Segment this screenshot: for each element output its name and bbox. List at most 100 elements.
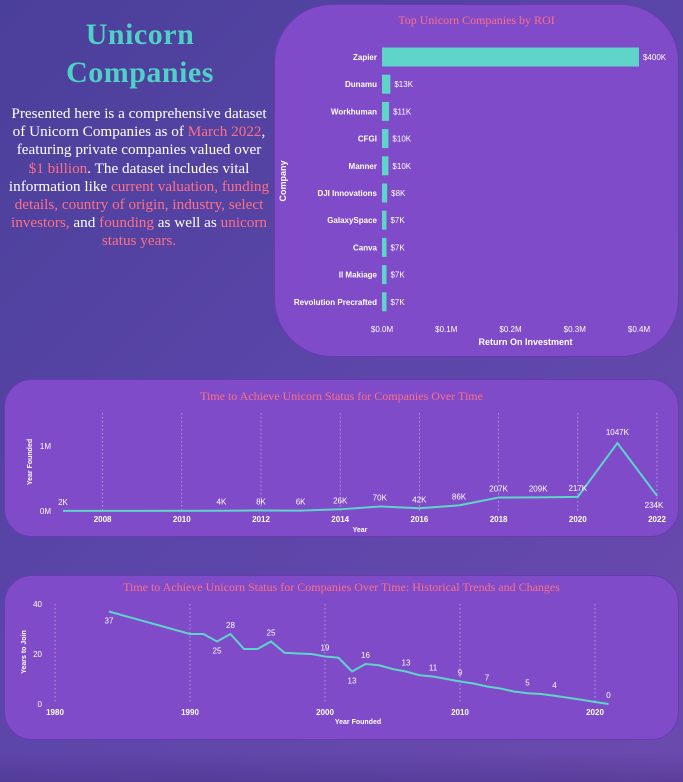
bar — [382, 265, 387, 285]
bar — [382, 101, 390, 121]
desc-text-3: . The dataset includes vital information… — [8, 159, 250, 195]
bar-category-label: CFGI — [358, 135, 377, 144]
desc-text-4: and — [69, 214, 100, 232]
bar-data-label: $7K — [390, 243, 405, 252]
description-text: Presented here is a comprehensive datase… — [8, 105, 270, 251]
data-label: 8K — [256, 497, 266, 506]
series-line — [62, 441, 658, 512]
data-label: 70K — [373, 493, 388, 502]
x-tick-label: $0.0M — [371, 325, 394, 334]
bar-data-label: $7K — [390, 271, 405, 280]
data-label: 11 — [429, 664, 438, 673]
title-line-1: Unicorn — [85, 18, 195, 51]
bar-data-label: $10K — [392, 162, 411, 171]
data-label: 7 — [485, 674, 490, 683]
bar — [382, 210, 387, 230]
bar-category-label: GalaxySpace — [327, 216, 377, 225]
desc-text-2: , featuring private companies valued ove… — [16, 123, 266, 159]
data-label: 13 — [402, 659, 411, 668]
x-tick-label: 1980 — [46, 708, 64, 717]
bar — [382, 156, 389, 176]
x-tick-label: 2022 — [648, 515, 666, 524]
bar-category-label: Canva — [353, 243, 378, 252]
x-tick-label: $0.3M — [564, 325, 587, 334]
data-label: 9 — [458, 669, 463, 678]
unicorn-time-line-chart: 2008 2010 2012 2014 2016 2018 2020 2022 0M 1M 2K 4K… — [27, 413, 666, 534]
bar-category-label: Workhuman — [331, 107, 377, 116]
bottom-band — [0, 752, 683, 782]
roi-chart-title: Top Unicorn Companies by ROI — [398, 13, 555, 27]
desc-highlight-founding: founding — [99, 214, 154, 232]
bar-data-label: $11K — [393, 107, 412, 116]
bar-data-label: $8K — [391, 189, 406, 198]
roi-bar-chart: Zapier $400K Dunamu $13K Workhuman $11K CFGI $1… — [278, 47, 667, 347]
bar — [382, 292, 387, 312]
x-axis-label: Year — [353, 527, 368, 534]
x-axis-label: Year Founded — [335, 719, 381, 726]
y-tick-label: 1M — [40, 442, 51, 451]
series-line — [108, 610, 609, 705]
data-label: 4 — [552, 681, 557, 690]
roi-chart-panel: Top Unicorn Companies by ROI Zapier $400K… — [274, 4, 679, 357]
unicorn-time-chart-panel: Time to Achieve Unicorn Status for Compa… — [4, 379, 679, 537]
bar-category-label: DJI Innovations — [317, 189, 377, 198]
data-label: 16 — [361, 651, 370, 660]
y-tick-label: 0M — [40, 507, 51, 516]
desc-highlight-status: unicorn status years. — [101, 214, 268, 250]
data-label: 4K — [217, 498, 227, 507]
bar-category-label: Zapier — [353, 53, 377, 62]
desc-text-5: as well as — [153, 214, 221, 232]
bar-category-label: Manner — [349, 162, 377, 171]
bar-data-label: $13K — [394, 80, 413, 89]
bar-data-label: $7K — [390, 216, 405, 225]
data-label: 19 — [321, 644, 330, 653]
y-tick-label: 40 — [33, 600, 42, 609]
bar-data-label: $400K — [643, 53, 667, 62]
y-axis-label: Years to Join — [21, 630, 28, 674]
x-tick-label: 2010 — [173, 515, 191, 524]
data-label: 207K — [489, 485, 508, 494]
y-axis-label: Year Founded — [27, 439, 34, 485]
y-axis-label: Company — [278, 160, 288, 201]
x-tick-label: 2020 — [569, 515, 587, 524]
data-label: 234K — [645, 501, 664, 510]
bar — [382, 74, 391, 94]
x-tick-label: 2012 — [252, 515, 270, 524]
data-label: 25 — [267, 629, 276, 638]
x-tick-label: $0.1M — [435, 325, 458, 334]
desc-highlight-value: $1 billion — [28, 159, 88, 177]
data-label: 25 — [213, 647, 222, 656]
bar — [382, 237, 387, 257]
data-label: 209K — [529, 484, 548, 493]
data-label: 28 — [226, 621, 235, 630]
historical-trends-chart-title: Time to Achieve Unicorn Status for Compa… — [123, 580, 560, 594]
data-label: 86K — [452, 492, 467, 501]
page-title: Unicorn Companies — [20, 16, 260, 92]
x-tick-label: 2008 — [94, 515, 112, 524]
desc-text-1: Presented here is a comprehensive datase… — [11, 105, 267, 141]
data-label: 42K — [412, 495, 427, 504]
data-label: 37 — [105, 617, 114, 626]
historical-trends-line-chart: 1980 1990 2000 2010 202002040372528251913161… — [21, 600, 611, 726]
bar-category-label: Dunamu — [345, 80, 377, 89]
data-label: 0 — [606, 691, 611, 700]
data-label: 5 — [525, 679, 530, 688]
unicorn-time-chart-title: Time to Achieve Unicorn Status for Compa… — [200, 389, 483, 403]
bar — [382, 47, 639, 67]
x-tick-label: 2014 — [331, 515, 349, 524]
desc-highlight-fields: current valuation, funding details, coun… — [10, 177, 270, 232]
x-tick-label: 2016 — [411, 515, 429, 524]
bar — [382, 129, 389, 149]
data-label: 2K — [58, 498, 68, 507]
x-tick-label: 2010 — [451, 708, 469, 717]
x-tick-label: 2020 — [586, 708, 604, 717]
y-tick-label: 0 — [38, 700, 43, 709]
bar-data-label: $7K — [390, 298, 405, 307]
bar — [382, 183, 388, 203]
data-label: 13 — [348, 677, 357, 686]
x-axis-label: Return On Investment — [478, 337, 572, 347]
x-tick-label: 2000 — [316, 708, 334, 717]
data-label: 6K — [296, 498, 306, 507]
x-tick-label: 2018 — [490, 515, 508, 524]
data-label: 217K — [568, 484, 587, 493]
